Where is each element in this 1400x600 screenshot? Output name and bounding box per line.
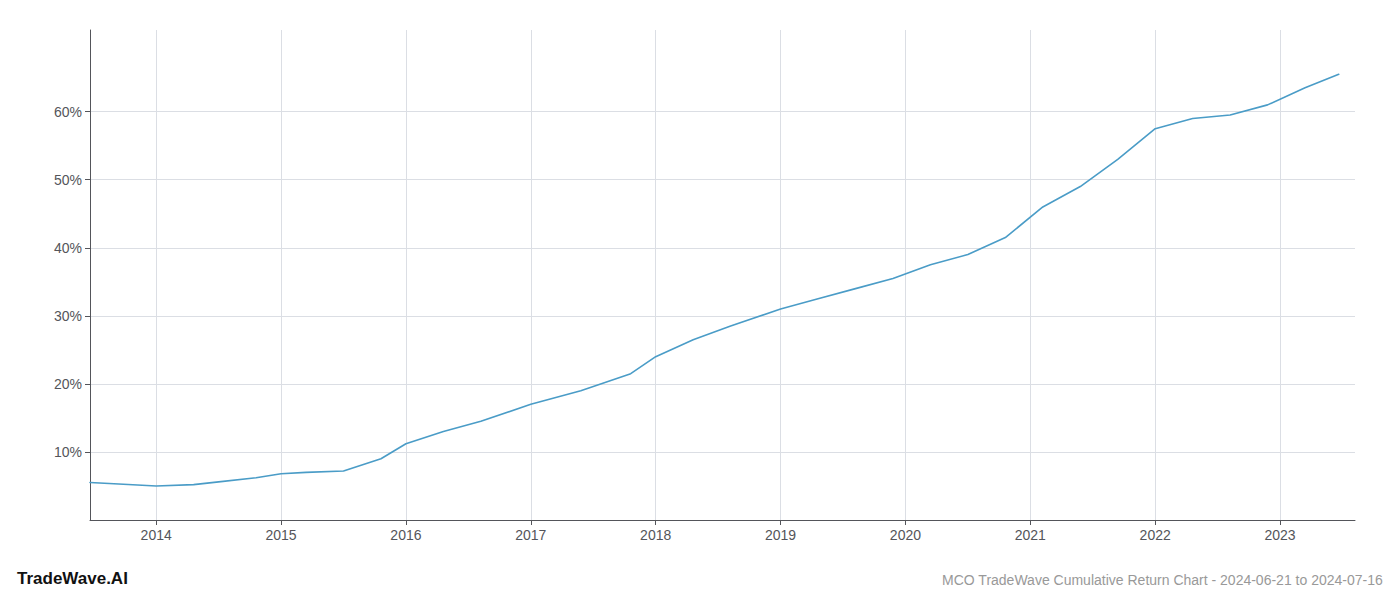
svg-text:2014: 2014 — [141, 527, 172, 543]
svg-text:2016: 2016 — [390, 527, 421, 543]
svg-text:TradeWave.AI: TradeWave.AI — [17, 569, 128, 588]
svg-text:10%: 10% — [54, 444, 82, 460]
svg-text:2023: 2023 — [1264, 527, 1295, 543]
svg-text:30%: 30% — [54, 308, 82, 324]
svg-text:2018: 2018 — [640, 527, 671, 543]
svg-text:2019: 2019 — [765, 527, 796, 543]
svg-text:40%: 40% — [54, 240, 82, 256]
svg-text:2021: 2021 — [1015, 527, 1046, 543]
svg-text:2022: 2022 — [1140, 527, 1171, 543]
svg-text:2017: 2017 — [515, 527, 546, 543]
svg-text:60%: 60% — [54, 104, 82, 120]
svg-text:50%: 50% — [54, 172, 82, 188]
svg-text:MCO TradeWave Cumulative Retur: MCO TradeWave Cumulative Return Chart - … — [942, 572, 1383, 588]
svg-text:20%: 20% — [54, 376, 82, 392]
svg-text:2020: 2020 — [890, 527, 921, 543]
svg-text:2015: 2015 — [265, 527, 296, 543]
